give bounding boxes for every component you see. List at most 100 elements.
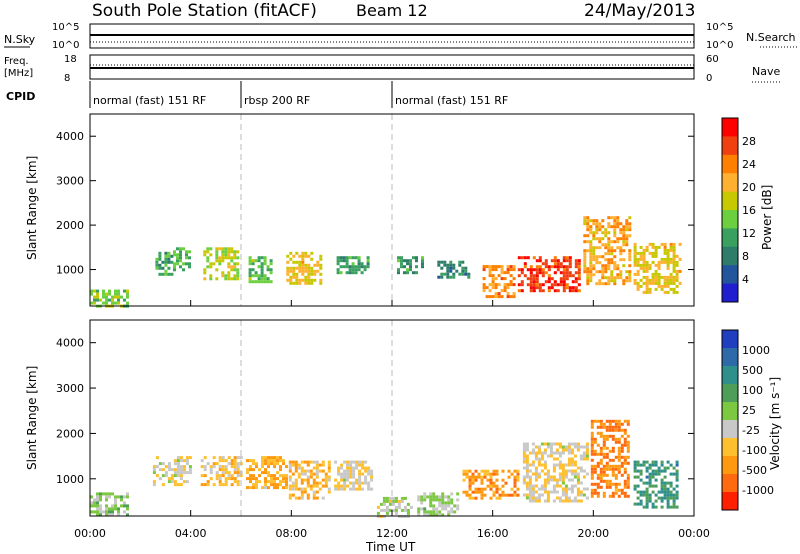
power-cell xyxy=(645,263,649,267)
velocity-cell xyxy=(173,471,177,475)
power-cell xyxy=(598,255,602,259)
velocity-cell xyxy=(423,507,427,511)
power-cell xyxy=(269,268,273,272)
velocity-cell xyxy=(321,463,325,467)
power-cell xyxy=(574,262,578,266)
power-cell xyxy=(176,247,179,251)
velocity-cell xyxy=(294,478,298,482)
velocity-cell xyxy=(282,477,285,481)
power-cell xyxy=(292,272,296,276)
velocity-cell xyxy=(367,484,371,488)
power-cell xyxy=(170,254,174,258)
velocity-cell xyxy=(273,474,276,478)
velocity-cell xyxy=(540,493,544,497)
velocity-cell xyxy=(570,457,574,461)
power-cell xyxy=(221,247,225,251)
velocity-cell xyxy=(114,495,117,499)
power-cell xyxy=(556,265,560,269)
power-cell xyxy=(541,271,545,275)
power-cell xyxy=(437,260,441,264)
velocity-cell xyxy=(651,469,655,473)
velocity-cell xyxy=(633,460,637,464)
power-ylabel: Slant Range [km] xyxy=(25,156,39,260)
velocity-cell xyxy=(364,469,368,473)
velocity-cell xyxy=(300,460,304,464)
power-cell xyxy=(642,257,646,261)
power-cell xyxy=(586,267,590,271)
power-cell xyxy=(506,295,510,299)
power-cell xyxy=(248,274,252,278)
velocity-cell xyxy=(291,481,295,485)
velocity-cell xyxy=(288,478,292,482)
power-cell xyxy=(651,245,655,249)
velocity-cell xyxy=(327,478,331,482)
power-cell xyxy=(185,250,188,254)
velocity-cell xyxy=(279,483,282,487)
velocity-cell xyxy=(525,460,529,464)
power-cell xyxy=(547,280,551,284)
velocity-cell xyxy=(666,493,670,497)
power-cell xyxy=(482,277,486,281)
velocity-cell xyxy=(367,466,371,470)
velocity-cell xyxy=(660,478,664,482)
power-cell xyxy=(607,237,611,241)
velocity-cell xyxy=(394,508,398,512)
power-cell xyxy=(574,271,578,275)
velocity-cell xyxy=(93,504,96,508)
power-cell xyxy=(307,281,311,285)
power-cell xyxy=(345,271,349,275)
velocity-cell xyxy=(645,460,649,464)
power-cell xyxy=(672,248,676,252)
power-cell xyxy=(461,272,465,276)
velocity-cell xyxy=(605,464,609,468)
velocity-cell xyxy=(212,465,216,469)
power-cell xyxy=(568,256,572,260)
velocity-cell xyxy=(264,483,267,487)
power-cell xyxy=(260,280,264,284)
velocity-cell xyxy=(303,472,307,476)
velocity-cell xyxy=(501,478,505,482)
power-cell xyxy=(494,295,498,299)
velocity-cell xyxy=(423,513,427,517)
power-cell xyxy=(592,267,596,271)
velocity-cell xyxy=(534,478,538,482)
power-cell xyxy=(354,256,358,260)
power-cell xyxy=(633,254,637,258)
power-cell xyxy=(102,292,105,296)
power-cell xyxy=(678,257,682,261)
power-cell xyxy=(509,283,513,287)
power-cell xyxy=(90,289,93,293)
power-cell xyxy=(616,246,620,250)
power-cell xyxy=(360,265,364,269)
velocity-cell xyxy=(471,490,475,494)
velocity-cell xyxy=(669,490,673,494)
power-cell xyxy=(672,266,676,270)
power-cell xyxy=(503,286,507,290)
velocity-colorbar-swatch xyxy=(722,402,738,421)
power-cell xyxy=(464,266,468,270)
y-tick-label: 1000 xyxy=(56,264,84,277)
velocity-cell xyxy=(666,487,670,491)
velocity-cell xyxy=(300,469,304,473)
power-cell xyxy=(500,289,504,293)
velocity-cell xyxy=(246,477,249,481)
velocity-cell xyxy=(590,452,594,456)
power-cell xyxy=(209,274,213,278)
velocity-cell xyxy=(531,448,535,452)
velocity-cell xyxy=(666,505,670,509)
power-cell xyxy=(215,250,219,254)
power-cell xyxy=(400,256,403,260)
velocity-cell xyxy=(614,473,618,477)
power-cell xyxy=(559,277,563,281)
power-cell xyxy=(227,271,231,275)
power-cell xyxy=(449,275,453,279)
velocity-cell xyxy=(212,483,216,487)
velocity-cell xyxy=(516,475,520,479)
velocity-cell xyxy=(669,505,673,509)
velocity-cell xyxy=(364,478,368,482)
velocity-cell xyxy=(471,472,475,476)
power-cell xyxy=(415,271,418,275)
power-cell xyxy=(464,272,468,276)
power-cell xyxy=(254,280,258,284)
power-cell xyxy=(633,263,637,267)
